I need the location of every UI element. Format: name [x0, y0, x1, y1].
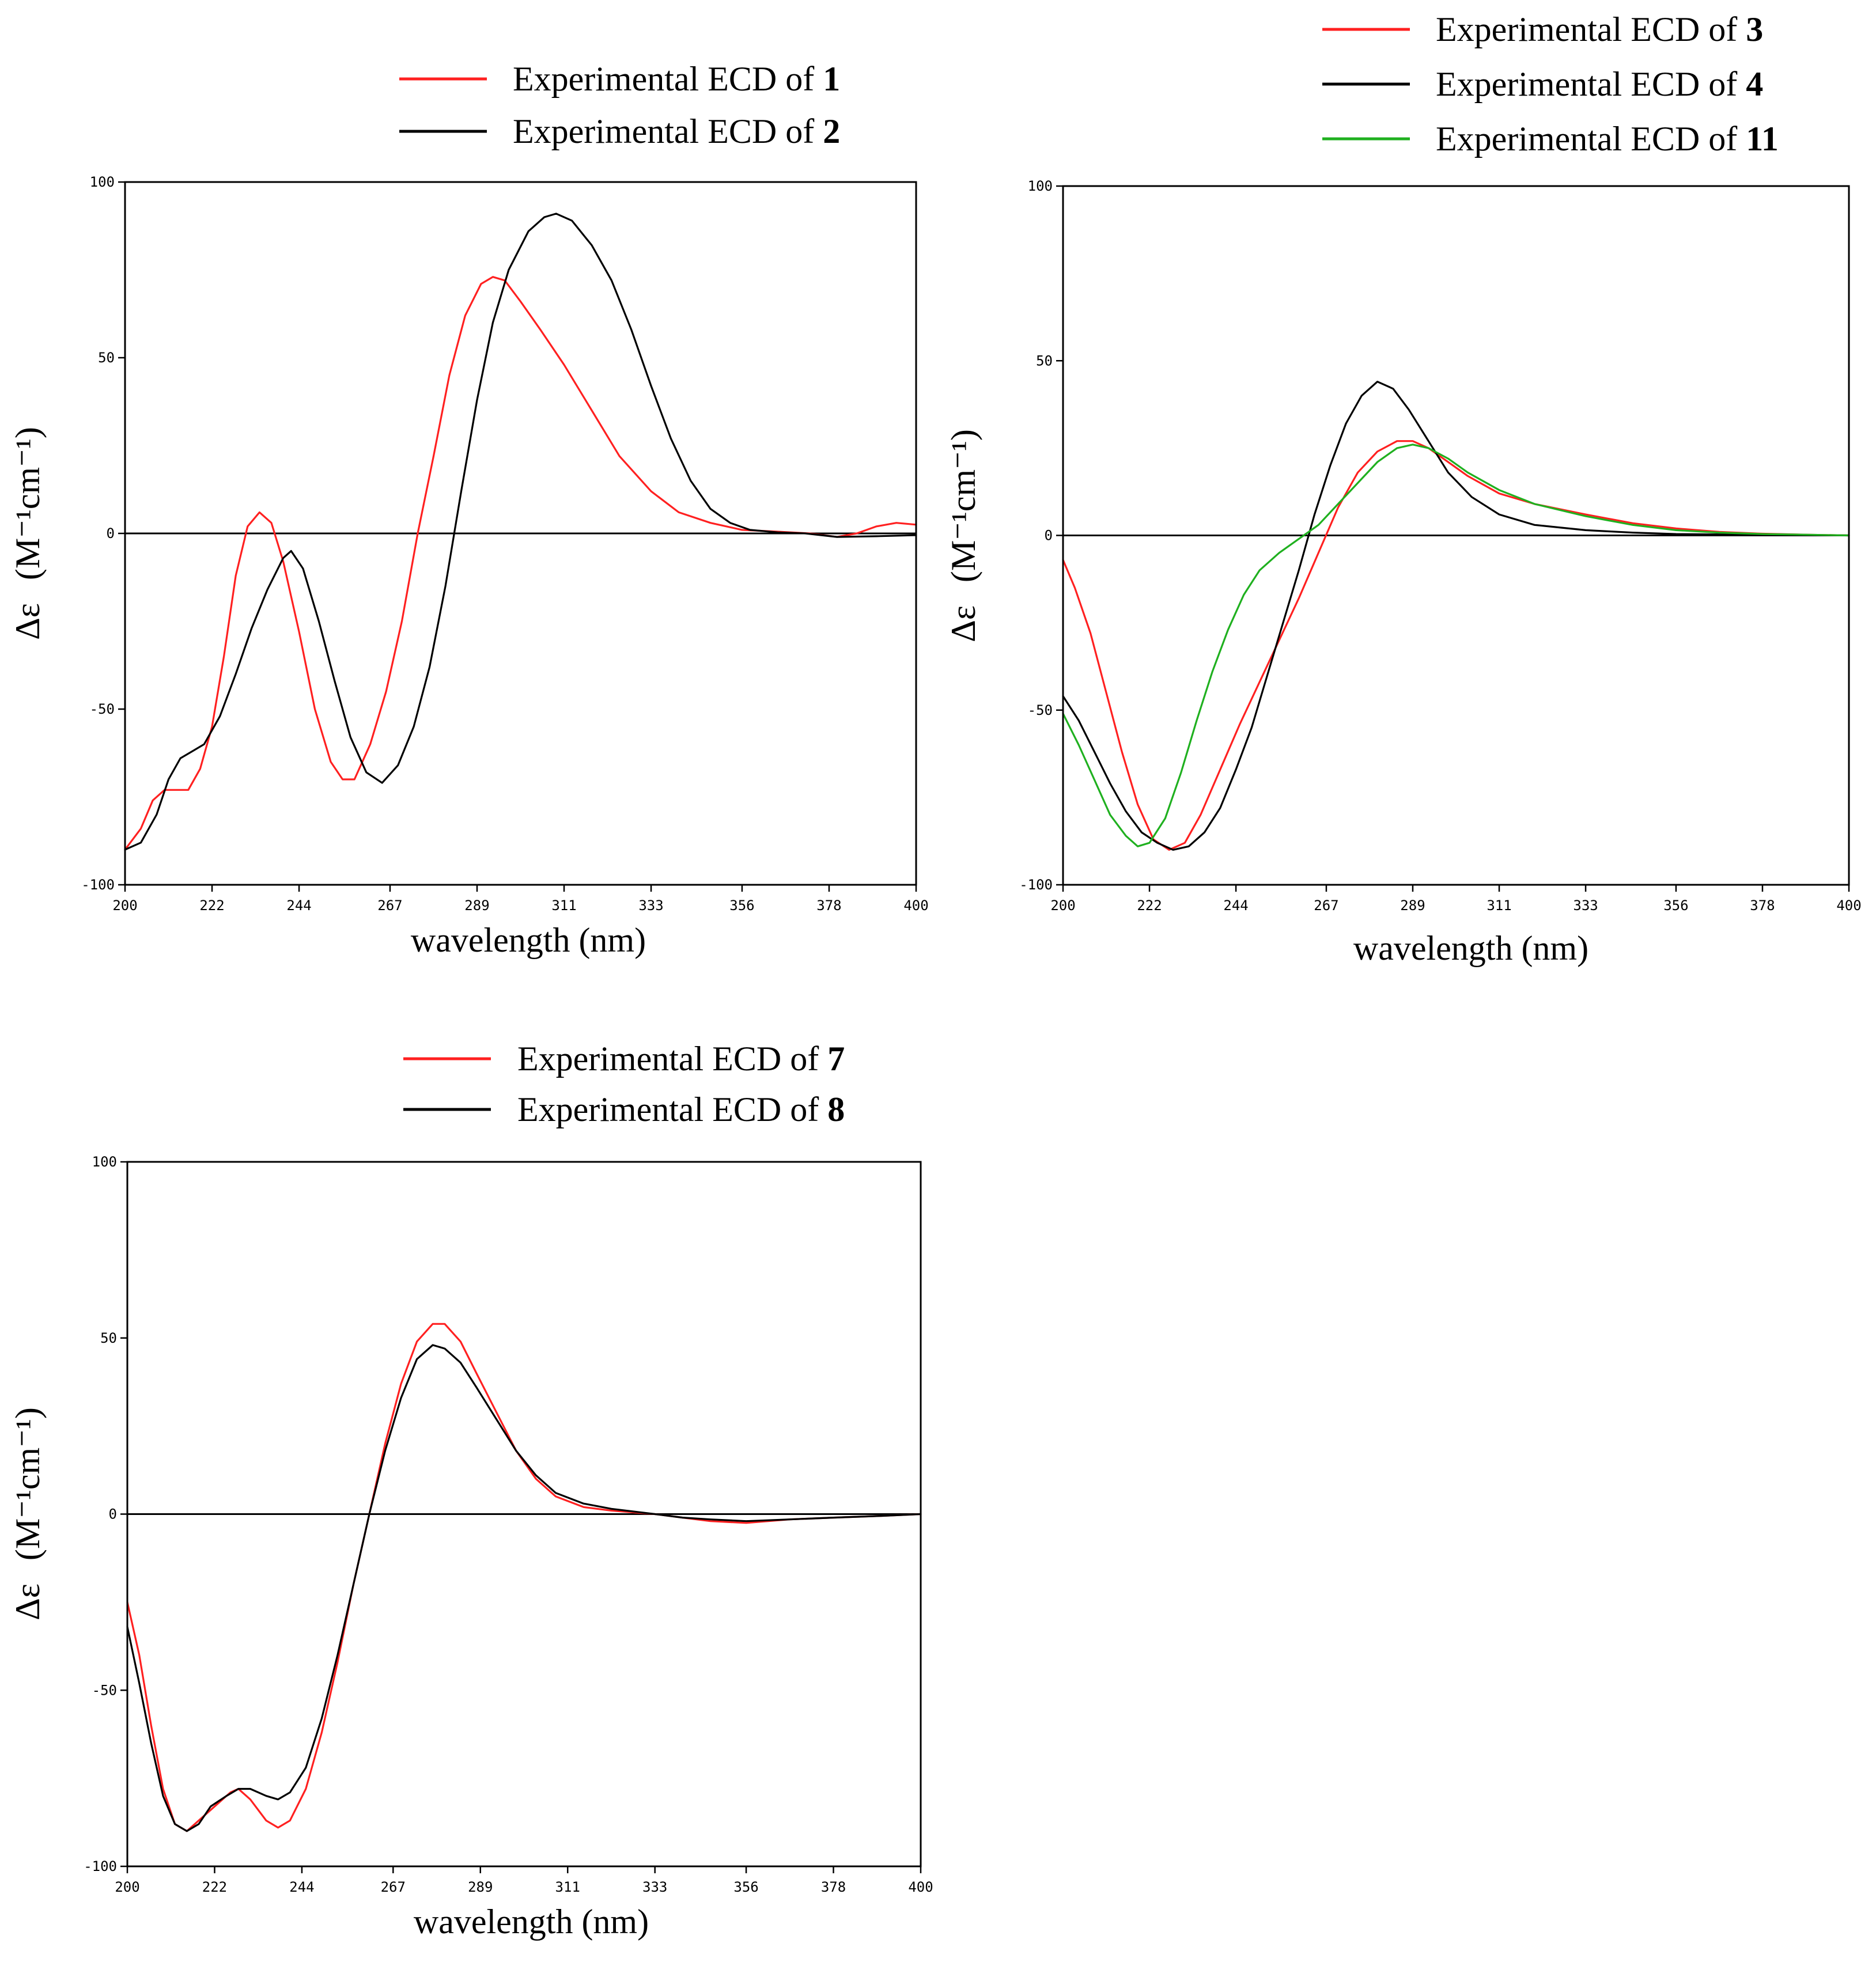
y-tick-label: -100	[81, 877, 115, 893]
series-line-ecd-1	[124, 276, 917, 851]
x-tick-label: 311	[551, 897, 576, 914]
legend-prefix: Experimental ECD of	[1436, 120, 1746, 158]
legend-compound-number: 7	[827, 1040, 845, 1078]
legend-prefix: Experimental ECD of	[1436, 65, 1746, 103]
legend-prefix: Experimental ECD of	[517, 1090, 827, 1128]
y-axis-label: Δε (M⁻¹cm⁻¹)	[9, 427, 47, 640]
y-axis-symbol: Δε	[944, 605, 982, 642]
x-tick-label: 311	[555, 1879, 580, 1895]
chart-panel-2: 200 222 244 267 289 311 333 356 378 400100500-50-…	[944, 10, 1862, 967]
y-tick-label: 50	[100, 1330, 117, 1346]
x-tick-label: 267	[377, 897, 402, 914]
y-tick-label: -50	[1028, 702, 1053, 718]
chart-panel-3: 200 222 244 267 289 311 333 356 378 400 100 50 0 -50 -…	[9, 1040, 933, 1941]
x-tick-label: 400	[908, 1879, 933, 1895]
y-tick-label: -50	[90, 701, 115, 717]
x-tick-label: 267	[1314, 897, 1338, 914]
x-tick-label: 333	[638, 897, 663, 914]
x-tick-label: 244	[289, 1879, 314, 1895]
legend-prefix: Experimental ECD of	[517, 1040, 827, 1078]
series-line-ecd-11	[1062, 444, 1850, 847]
x-tick-label: 244	[1223, 897, 1248, 914]
y-axis-units: (M⁻¹cm⁻¹)	[944, 429, 982, 582]
y-tick-label: 50	[1036, 353, 1053, 369]
y-tick-label: 100	[90, 174, 115, 190]
legend-entry-1: Experimental ECD of 1	[513, 60, 840, 98]
x-tick-label: 356	[1663, 897, 1688, 914]
legend-compound-number: 11	[1746, 120, 1779, 158]
x-tick-label: 400	[903, 897, 928, 914]
x-tick-label: 267	[381, 1879, 406, 1895]
legend-compound-number: 2	[823, 112, 840, 150]
series-line-ecd-8	[126, 1344, 922, 1832]
y-axis-units: (M⁻¹cm⁻¹)	[9, 1407, 47, 1560]
legend-entry-8: Experimental ECD of 8	[517, 1090, 845, 1128]
legend-entry-7: Experimental ECD of 7	[517, 1040, 845, 1078]
legend-compound-number: 1	[823, 60, 840, 98]
y-axis-symbol: Δε	[9, 1584, 47, 1620]
y-tick-label: 100	[1028, 178, 1053, 194]
x-tick-label: 311	[1487, 897, 1511, 914]
legend-prefix: Experimental ECD of	[513, 112, 823, 150]
y-tick-label: -100	[84, 1858, 117, 1874]
legend-entry-2: Experimental ECD of 2	[513, 112, 840, 150]
x-tick-label: 356	[733, 1879, 758, 1895]
legend-entry-4: Experimental ECD of 4	[1436, 65, 1763, 103]
x-tick-label: 333	[642, 1879, 667, 1895]
series-line-ecd-3	[1062, 440, 1850, 851]
y-tick-label: -100	[1019, 877, 1053, 893]
x-tick-label: 222	[199, 897, 224, 914]
x-tick-label: 222	[1137, 897, 1162, 914]
chart-panel-1: 200 222 244 267 289 311 333 356 378 400 100 50 0 -50 -…	[9, 60, 929, 959]
x-tick-label: 289	[464, 897, 489, 914]
y-tick-label: 100	[92, 1154, 117, 1170]
legend-prefix: Experimental ECD of	[513, 60, 823, 98]
legend-entry-3: Experimental ECD of 3	[1436, 10, 1763, 48]
y-tick-label: 0	[109, 1506, 117, 1522]
x-tick-label: 244	[286, 897, 311, 914]
x-tick-label: 289	[468, 1879, 493, 1895]
legend-compound-number: 3	[1746, 10, 1763, 48]
y-tick-label: 0	[1045, 528, 1053, 544]
x-tick-label: 378	[1750, 897, 1775, 914]
legend-compound-number: 4	[1746, 65, 1763, 103]
x-tick-label: 222	[202, 1879, 227, 1895]
y-tick-label: 0	[107, 525, 115, 541]
x-tick-label: 200	[115, 1879, 139, 1895]
x-tick-label: 200	[112, 897, 137, 914]
x-tick-label: 333	[1573, 897, 1598, 914]
series-line-ecd-2	[124, 213, 917, 851]
legend-compound-number: 8	[827, 1090, 845, 1128]
y-tick-label: -50	[92, 1682, 117, 1698]
y-axis-label: Δε (M⁻¹cm⁻¹)	[944, 429, 982, 642]
x-axis-label: wavelength (nm)	[1353, 929, 1588, 967]
x-tick-label: 378	[821, 1879, 846, 1895]
x-tick-label: 356	[729, 897, 754, 914]
x-tick-label: 400	[1836, 897, 1861, 914]
x-axis-label: wavelength (nm)	[411, 921, 646, 959]
y-axis-label: Δε (M⁻¹cm⁻¹)	[9, 1407, 47, 1620]
y-tick-label: 50	[98, 350, 115, 366]
legend-entry-11: Experimental ECD of 11	[1436, 120, 1779, 158]
legend-prefix: Experimental ECD of	[1436, 10, 1746, 48]
x-axis-label: wavelength (nm)	[414, 1903, 649, 1941]
x-tick-label: 378	[816, 897, 841, 914]
series-line-ecd-4	[1062, 381, 1850, 851]
x-tick-label: 289	[1400, 897, 1425, 914]
y-axis-units: (M⁻¹cm⁻¹)	[9, 427, 47, 580]
y-axis-symbol: Δε	[9, 603, 47, 640]
x-tick-label: 200	[1050, 897, 1075, 914]
